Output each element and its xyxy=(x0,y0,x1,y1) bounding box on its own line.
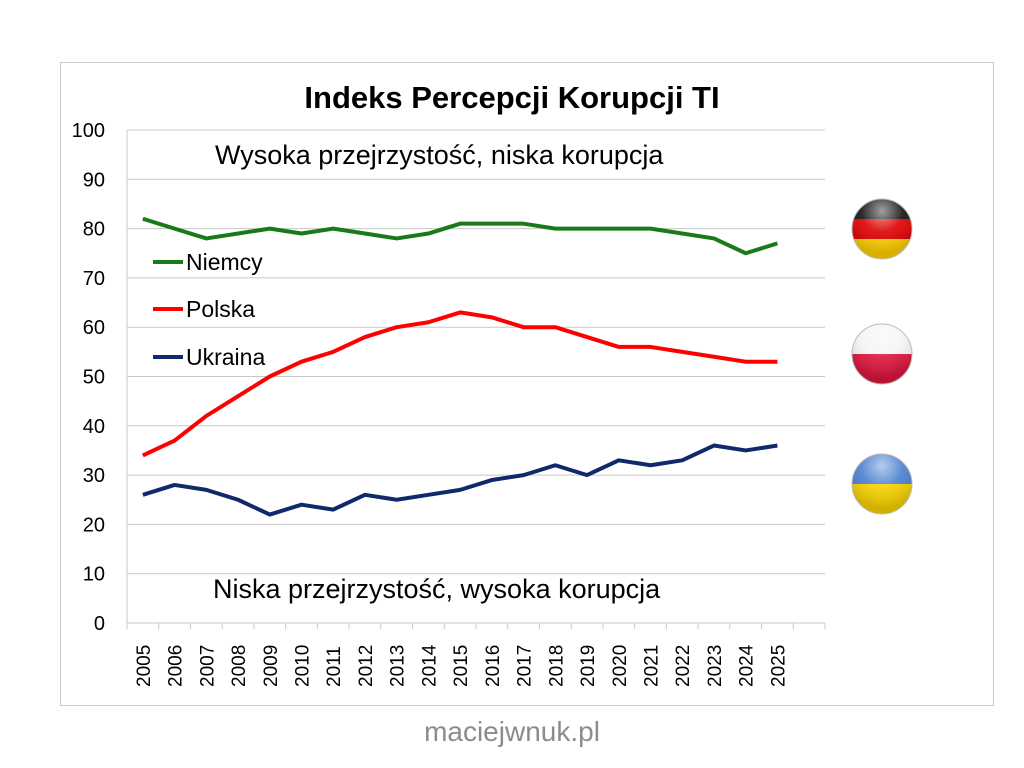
x-tick-label: 2012 xyxy=(356,645,377,687)
series-line-polska xyxy=(142,310,778,458)
x-tick-label: 2007 xyxy=(197,645,218,687)
series-line-ukraina xyxy=(142,443,778,517)
footer-watermark: maciejwnuk.pl xyxy=(424,716,600,747)
x-tick-label: 2014 xyxy=(419,644,440,687)
y-tick-label: 70 xyxy=(83,268,105,290)
x-tick-label: 2005 xyxy=(134,645,155,687)
flag-border xyxy=(851,198,913,260)
annotation-top: Wysoka przejrzystość, niska korupcja xyxy=(215,140,664,170)
flag-border xyxy=(851,453,913,515)
x-tick-label: 2019 xyxy=(578,645,599,687)
x-tick-label: 2011 xyxy=(324,646,345,687)
y-tick-label: 90 xyxy=(83,169,105,191)
x-tick-label: 2023 xyxy=(705,645,726,687)
x-tick-label: 2010 xyxy=(293,645,314,687)
y-tick-label: 0 xyxy=(94,613,105,635)
x-tick-label: 2025 xyxy=(768,645,789,687)
legend-label: Niemcy xyxy=(186,249,263,275)
y-tick-label: 100 xyxy=(72,120,105,142)
legend-label: Polska xyxy=(186,296,255,322)
x-tick-label: 2022 xyxy=(673,645,694,687)
y-tick-label: 10 xyxy=(83,564,105,586)
legend-label: Ukraina xyxy=(186,344,265,370)
x-tick-label: 2008 xyxy=(229,645,250,687)
flag-border xyxy=(851,323,913,385)
y-tick-label: 50 xyxy=(83,367,105,389)
germany-flag-icon xyxy=(852,199,912,259)
x-tick-label: 2024 xyxy=(737,644,758,687)
flag-gloss xyxy=(852,199,912,259)
x-tick-label: 2013 xyxy=(388,645,409,687)
x-tick-label: 2009 xyxy=(261,645,282,687)
chart-title: Indeks Percepcji Korupcji TI xyxy=(304,80,720,115)
x-tick-label: 2017 xyxy=(515,645,536,687)
chart-frame xyxy=(60,62,994,706)
x-tick-label: 2021 xyxy=(642,645,663,687)
y-tick-label: 40 xyxy=(83,416,105,438)
x-tick-label: 2016 xyxy=(483,645,504,687)
y-tick-label: 80 xyxy=(83,219,105,241)
y-tick-label: 30 xyxy=(83,465,105,487)
flag-gloss xyxy=(852,454,912,514)
y-tick-label: 20 xyxy=(83,514,105,536)
x-tick-label: 2018 xyxy=(546,645,567,687)
x-tick-label: 2015 xyxy=(451,645,472,687)
y-tick-label: 60 xyxy=(83,317,105,339)
flag-gloss xyxy=(852,324,912,384)
x-tick-label: 2020 xyxy=(610,645,631,687)
annotation-bottom: Niska przejrzystość, wysoka korupcja xyxy=(213,574,661,604)
x-tick-label: 2006 xyxy=(166,645,187,687)
